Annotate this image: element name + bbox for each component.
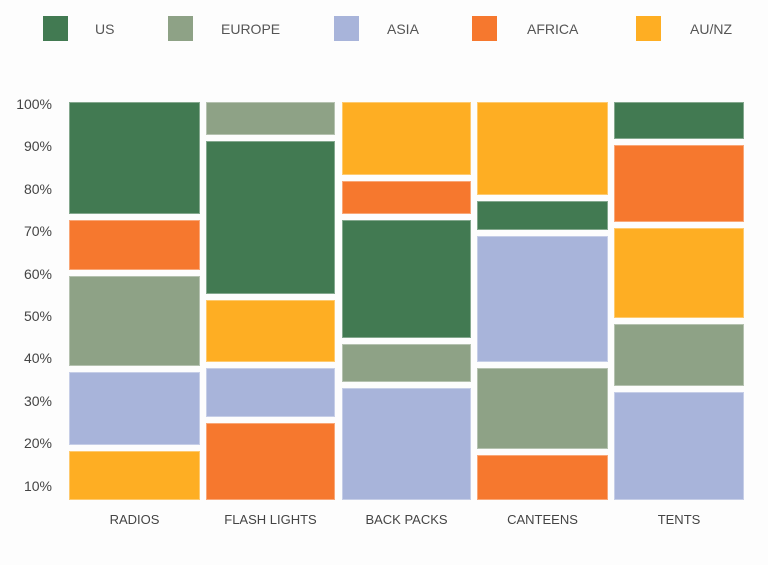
segment-us[interactable] — [342, 220, 471, 338]
segment-europe[interactable] — [614, 323, 744, 386]
legend-label: US — [95, 21, 115, 37]
segment-aunz[interactable] — [614, 228, 744, 318]
legend-swatch-us — [43, 16, 68, 41]
y-tick-label: 10% — [23, 477, 52, 494]
legend-label: EUROPE — [221, 21, 281, 37]
segment-africa[interactable] — [342, 180, 471, 215]
column-flash-lights — [206, 0, 335, 565]
segment-aunz[interactable] — [206, 300, 335, 362]
y-tick-label: 50% — [23, 308, 52, 324]
legend-swatch-asia — [334, 16, 359, 41]
column-back-packs — [342, 0, 471, 565]
segment-aunz[interactable] — [69, 451, 200, 500]
x-tick-label: CANTEENS — [507, 512, 578, 527]
segment-asia[interactable] — [477, 236, 608, 362]
column-canteens — [477, 0, 608, 565]
segment-europe[interactable] — [342, 343, 471, 382]
x-tick-label: RADIOS — [109, 512, 160, 527]
segment-us[interactable] — [206, 140, 335, 294]
y-tick-label: 70% — [23, 223, 52, 240]
segment-asia[interactable] — [342, 387, 471, 500]
segment-europe[interactable] — [69, 276, 200, 366]
legend-swatch-aunz — [636, 16, 661, 41]
segment-asia[interactable] — [69, 371, 200, 446]
segment-us[interactable] — [69, 102, 200, 215]
legend-label: ASIA — [387, 21, 419, 37]
legend-label: AFRICA — [527, 21, 579, 37]
legend-swatch-europe — [168, 16, 193, 41]
segment-europe[interactable] — [206, 102, 335, 135]
column-tents — [614, 0, 744, 565]
segment-us[interactable] — [614, 102, 744, 139]
segment-europe[interactable] — [477, 367, 608, 450]
segment-us[interactable] — [477, 200, 608, 231]
y-tick-label: 30% — [23, 392, 52, 409]
y-tick-label: 20% — [23, 435, 52, 452]
y-tick-label: 40% — [23, 350, 52, 367]
y-tick-label: 90% — [23, 138, 52, 155]
x-tick-label: BACK PACKS — [365, 512, 448, 527]
segment-africa[interactable] — [69, 220, 200, 271]
legend-label: AU/NZ — [690, 21, 732, 37]
y-tick-label: 80% — [23, 180, 52, 197]
segment-africa[interactable] — [477, 455, 608, 500]
segment-aunz[interactable] — [477, 102, 608, 195]
y-tick-label: 60% — [23, 265, 52, 282]
legend-swatch-africa — [472, 16, 497, 41]
segment-africa[interactable] — [614, 144, 744, 223]
column-radios — [69, 0, 200, 565]
segment-asia[interactable] — [614, 391, 744, 500]
segment-asia[interactable] — [206, 367, 335, 418]
chart-legend: US EUROPE ASIA AFRICA AU/NZ — [0, 0, 768, 60]
y-tick-label: 100% — [16, 96, 52, 112]
x-tick-label: FLASH LIGHTS — [224, 512, 317, 527]
segment-africa[interactable] — [206, 423, 335, 500]
x-tick-label: TENTS — [657, 512, 701, 527]
segment-aunz[interactable] — [342, 102, 471, 175]
